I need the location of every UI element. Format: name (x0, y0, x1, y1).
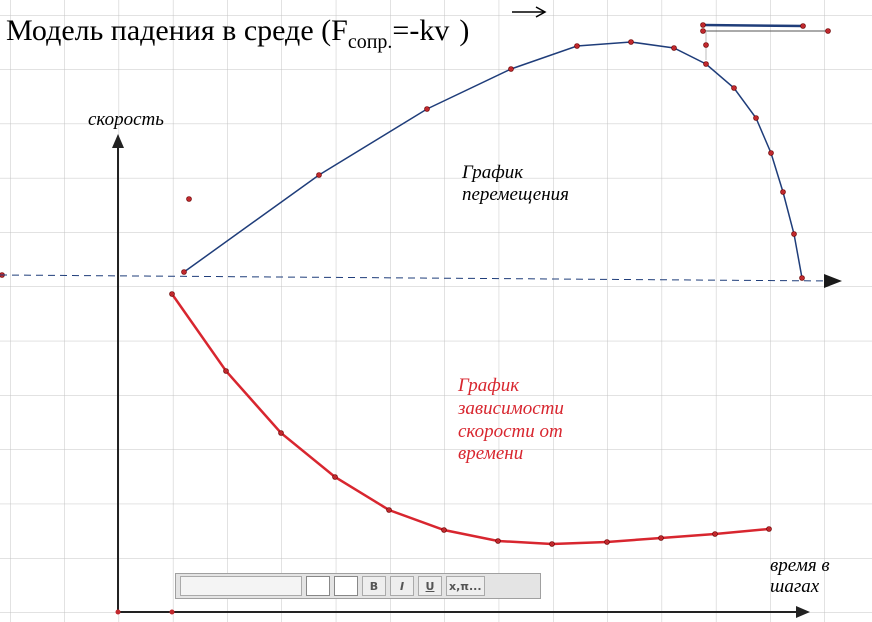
velocity-label: График (457, 375, 520, 396)
bold-button[interactable]: B (362, 576, 386, 596)
displacement-label: График (461, 162, 524, 183)
italic-button[interactable]: I (390, 576, 414, 596)
x-axis-label: шагах (770, 576, 820, 597)
displacement-curve (183, 41, 803, 279)
arrow-head (796, 606, 810, 618)
fill-color[interactable] (306, 576, 330, 596)
velocity-curve (170, 293, 770, 546)
y-axis-label: скорость (88, 109, 164, 130)
arrow-head (112, 134, 124, 148)
line-color[interactable] (334, 576, 358, 596)
vector-arrow-head (535, 6, 547, 18)
point (115, 609, 121, 615)
point (169, 609, 175, 615)
format-toolbar: B I U x,π... (175, 573, 541, 599)
underline-button[interactable]: U (418, 576, 442, 596)
title: Модель падения в среде (Fсопр.=-kv) (6, 14, 469, 53)
displacement-points (181, 39, 805, 281)
ground-line (0, 274, 833, 282)
displacement-label: перемещения (462, 184, 569, 205)
symbols-button[interactable]: x,π... (446, 576, 485, 596)
velocity-label: зависимости (457, 398, 564, 419)
font-field[interactable] (180, 576, 302, 596)
velocity-label: времени (458, 443, 523, 464)
segment (702, 23, 804, 28)
velocity-label: скорости от (458, 421, 563, 442)
x-axis-label: время в (770, 555, 830, 576)
velocity-points (169, 291, 772, 547)
arrow-head (824, 274, 842, 288)
